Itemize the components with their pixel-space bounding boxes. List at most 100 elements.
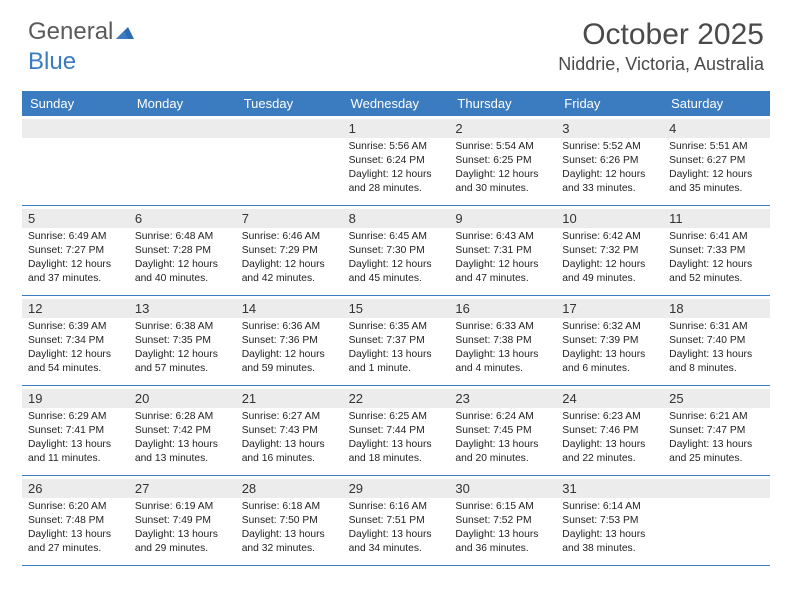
day-number: 16 xyxy=(449,299,556,318)
day-cell: 20 Sunrise: 6:28 AMSunset: 7:42 PMDayligh… xyxy=(129,386,236,475)
daylight-text: Daylight: 13 hours and 25 minutes. xyxy=(669,438,764,466)
day-number xyxy=(236,119,343,138)
week-row: 1Sunrise: 5:56 AMSunset: 6:24 PMDaylight… xyxy=(22,116,770,206)
daylight-text: Daylight: 12 hours and 57 minutes. xyxy=(135,348,230,376)
day-number: 26 xyxy=(22,479,129,498)
day-cell: 29Sunrise: 6:16 AMSunset: 7:51 PMDayligh… xyxy=(343,476,450,565)
sunset-text: Sunset: 7:53 PM xyxy=(562,514,657,528)
day-number xyxy=(22,119,129,138)
day-details: Sunrise: 6:28 AMSunset: 7:42 PMDaylight:… xyxy=(135,410,230,466)
day-number: 2 xyxy=(449,119,556,138)
day-cell: 15Sunrise: 6:35 AMSunset: 7:37 PMDayligh… xyxy=(343,296,450,385)
sunset-text: Sunset: 6:25 PM xyxy=(455,154,550,168)
daylight-text: Daylight: 12 hours and 54 minutes. xyxy=(28,348,123,376)
sunset-text: Sunset: 7:33 PM xyxy=(669,244,764,258)
week-row: 26Sunrise: 6:20 AMSunset: 7:48 PMDayligh… xyxy=(22,476,770,566)
day-cell: 26Sunrise: 6:20 AMSunset: 7:48 PMDayligh… xyxy=(22,476,129,565)
daylight-text: Daylight: 13 hours and 29 minutes. xyxy=(135,528,230,556)
sunset-text: Sunset: 7:43 PM xyxy=(242,424,337,438)
week-row: 12Sunrise: 6:39 AMSunset: 7:34 PMDayligh… xyxy=(22,296,770,386)
sunrise-text: Sunrise: 6:49 AM xyxy=(28,230,123,244)
day-number: 27 xyxy=(129,479,236,498)
sunset-text: Sunset: 7:28 PM xyxy=(135,244,230,258)
day-cell: 10 Sunrise: 6:42 AMSunset: 7:32 PMDayligh… xyxy=(556,206,663,295)
day-details: Sunrise: 6:42 AMSunset: 7:32 PMDaylight:… xyxy=(562,230,657,286)
day-cell: 14Sunrise: 6:36 AMSunset: 7:36 PMDayligh… xyxy=(236,296,343,385)
day-details: Sunrise: 5:52 AMSunset: 6:26 PMDaylight:… xyxy=(562,140,657,196)
day-cell xyxy=(236,116,343,205)
daylight-text: Daylight: 12 hours and 37 minutes. xyxy=(28,258,123,286)
day-details: Sunrise: 6:18 AMSunset: 7:50 PMDaylight:… xyxy=(242,500,337,556)
sunrise-text: Sunrise: 6:42 AM xyxy=(562,230,657,244)
month-title: October 2025 xyxy=(558,18,764,52)
day-details: Sunrise: 6:25 AMSunset: 7:44 PMDaylight:… xyxy=(349,410,444,466)
day-cell: 12Sunrise: 6:39 AMSunset: 7:34 PMDayligh… xyxy=(22,296,129,385)
sunset-text: Sunset: 7:31 PM xyxy=(455,244,550,258)
daylight-text: Daylight: 13 hours and 16 minutes. xyxy=(242,438,337,466)
daylight-text: Daylight: 13 hours and 38 minutes. xyxy=(562,528,657,556)
day-details: Sunrise: 6:46 AMSunset: 7:29 PMDaylight:… xyxy=(242,230,337,286)
sunset-text: Sunset: 7:38 PM xyxy=(455,334,550,348)
daylight-text: Daylight: 13 hours and 18 minutes. xyxy=(349,438,444,466)
sunset-text: Sunset: 7:35 PM xyxy=(135,334,230,348)
day-details: Sunrise: 5:56 AMSunset: 6:24 PMDaylight:… xyxy=(349,140,444,196)
sunrise-text: Sunrise: 6:36 AM xyxy=(242,320,337,334)
day-number: 23 xyxy=(449,389,556,408)
sunrise-text: Sunrise: 6:43 AM xyxy=(455,230,550,244)
day-cell: 5Sunrise: 6:49 AMSunset: 7:27 PMDaylight… xyxy=(22,206,129,295)
day-details: Sunrise: 6:23 AMSunset: 7:46 PMDaylight:… xyxy=(562,410,657,466)
day-number: 29 xyxy=(343,479,450,498)
daylight-text: Daylight: 13 hours and 36 minutes. xyxy=(455,528,550,556)
week-row: 5Sunrise: 6:49 AMSunset: 7:27 PMDaylight… xyxy=(22,206,770,296)
day-cell: 8Sunrise: 6:45 AMSunset: 7:30 PMDaylight… xyxy=(343,206,450,295)
day-cell: 27Sunrise: 6:19 AMSunset: 7:49 PMDayligh… xyxy=(129,476,236,565)
daylight-text: Daylight: 13 hours and 27 minutes. xyxy=(28,528,123,556)
day-details: Sunrise: 6:43 AMSunset: 7:31 PMDaylight:… xyxy=(455,230,550,286)
daylight-text: Daylight: 12 hours and 30 minutes. xyxy=(455,168,550,196)
daylight-text: Daylight: 13 hours and 8 minutes. xyxy=(669,348,764,376)
sunrise-text: Sunrise: 5:56 AM xyxy=(349,140,444,154)
day-cell: 9Sunrise: 6:43 AMSunset: 7:31 PMDaylight… xyxy=(449,206,556,295)
day-number: 18 xyxy=(663,299,770,318)
daylight-text: Daylight: 13 hours and 13 minutes. xyxy=(135,438,230,466)
day-cell xyxy=(22,116,129,205)
sunset-text: Sunset: 7:45 PM xyxy=(455,424,550,438)
daylight-text: Daylight: 13 hours and 1 minute. xyxy=(349,348,444,376)
day-cell: 25Sunrise: 6:21 AMSunset: 7:47 PMDayligh… xyxy=(663,386,770,475)
sunset-text: Sunset: 7:52 PM xyxy=(455,514,550,528)
sunrise-text: Sunrise: 5:54 AM xyxy=(455,140,550,154)
location-text: Niddrie, Victoria, Australia xyxy=(558,54,764,75)
day-number: 22 xyxy=(343,389,450,408)
sunrise-text: Sunrise: 6:20 AM xyxy=(28,500,123,514)
daylight-text: Daylight: 12 hours and 52 minutes. xyxy=(669,258,764,286)
daylight-text: Daylight: 12 hours and 47 minutes. xyxy=(455,258,550,286)
day-number: 28 xyxy=(236,479,343,498)
daylight-text: Daylight: 13 hours and 11 minutes. xyxy=(28,438,123,466)
day-cell: 3 Sunrise: 5:52 AMSunset: 6:26 PMDaylight… xyxy=(556,116,663,205)
day-details: Sunrise: 6:36 AMSunset: 7:36 PMDaylight:… xyxy=(242,320,337,376)
sunrise-text: Sunrise: 6:19 AM xyxy=(135,500,230,514)
daylight-text: Daylight: 12 hours and 40 minutes. xyxy=(135,258,230,286)
day-number xyxy=(663,479,770,498)
sunrise-text: Sunrise: 6:16 AM xyxy=(349,500,444,514)
day-number: 3 xyxy=(556,119,663,138)
sunset-text: Sunset: 6:27 PM xyxy=(669,154,764,168)
day-details: Sunrise: 5:54 AMSunset: 6:25 PMDaylight:… xyxy=(455,140,550,196)
day-cell: 21Sunrise: 6:27 AMSunset: 7:43 PMDayligh… xyxy=(236,386,343,475)
sunset-text: Sunset: 7:29 PM xyxy=(242,244,337,258)
sunset-text: Sunset: 7:46 PM xyxy=(562,424,657,438)
day-number: 20 xyxy=(129,389,236,408)
sunrise-text: Sunrise: 6:48 AM xyxy=(135,230,230,244)
day-number: 10 xyxy=(556,209,663,228)
logo-text-blue: Blue xyxy=(28,48,76,75)
title-block: October 2025 Niddrie, Victoria, Australi… xyxy=(558,18,764,75)
logo-mark-icon xyxy=(116,25,134,39)
day-number: 19 xyxy=(22,389,129,408)
day-cell: 23Sunrise: 6:24 AMSunset: 7:45 PMDayligh… xyxy=(449,386,556,475)
day-number: 13 xyxy=(129,299,236,318)
day-cell: 11Sunrise: 6:41 AMSunset: 7:33 PMDayligh… xyxy=(663,206,770,295)
day-details: Sunrise: 6:31 AMSunset: 7:40 PMDaylight:… xyxy=(669,320,764,376)
day-number xyxy=(129,119,236,138)
day-cell: 24Sunrise: 6:23 AMSunset: 7:46 PMDayligh… xyxy=(556,386,663,475)
day-details: Sunrise: 6:49 AMSunset: 7:27 PMDaylight:… xyxy=(28,230,123,286)
